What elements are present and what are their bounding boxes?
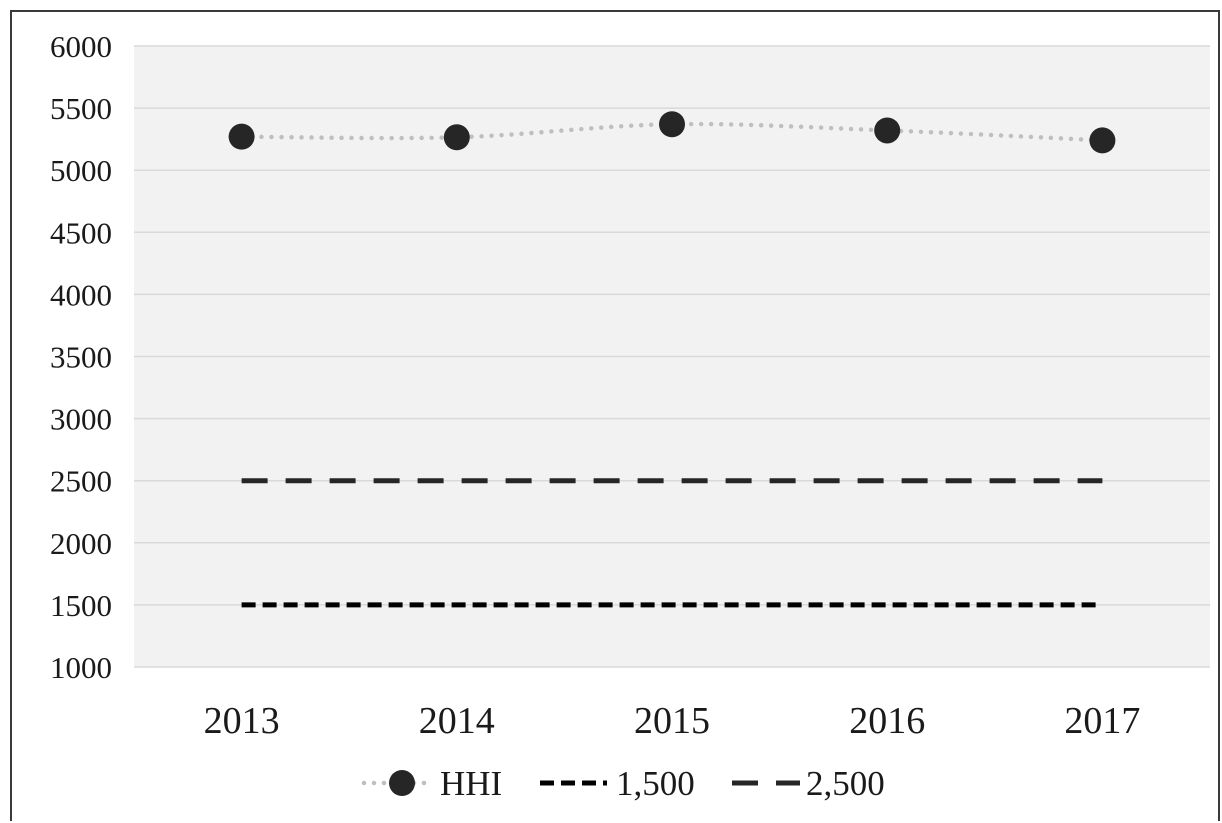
y-tick-label: 6000 xyxy=(50,29,112,64)
gridlines xyxy=(134,45,1210,668)
data-point xyxy=(228,123,255,150)
y-tick-label: 4000 xyxy=(50,277,112,312)
y-tick-label: 5000 xyxy=(50,153,112,188)
y-tick-label: 4500 xyxy=(50,215,112,250)
y-axis-ticks: 1000 1500 2000 2500 3000 3500 4000 4500 5000 5500… xyxy=(50,29,112,685)
data-point xyxy=(443,124,470,151)
legend-item-2500: 2,500 xyxy=(732,764,885,803)
y-tick-label: 2500 xyxy=(50,464,112,499)
series xyxy=(228,111,1116,608)
data-point xyxy=(1089,127,1116,154)
legend-label: 1,500 xyxy=(616,764,695,803)
legend-item-hhi: HHI xyxy=(361,764,502,803)
data-point xyxy=(874,117,901,144)
legend-label: HHI xyxy=(440,764,502,803)
y-tick-label: 5500 xyxy=(50,91,112,126)
legend: HHI 1,500 2,500 xyxy=(361,764,885,803)
series-hhi xyxy=(228,111,1116,154)
legend-label: 2,500 xyxy=(806,764,885,803)
x-tick-label: 2017 xyxy=(1064,700,1140,742)
legend-item-1500: 1,500 xyxy=(540,764,695,803)
x-tick-label: 2015 xyxy=(634,700,710,742)
data-point xyxy=(659,111,685,138)
x-axis-ticks: 2013 2014 2015 2016 2017 xyxy=(204,700,1141,742)
x-tick-label: 2013 xyxy=(204,700,280,742)
y-tick-label: 2000 xyxy=(50,526,112,561)
legend-swatch-marker xyxy=(389,770,415,796)
y-tick-label: 3500 xyxy=(50,340,112,375)
y-tick-label: 3000 xyxy=(50,402,112,437)
x-tick-label: 2016 xyxy=(849,700,925,742)
y-tick-label: 1000 xyxy=(50,650,112,685)
y-tick-label: 1500 xyxy=(50,588,112,623)
x-tick-label: 2014 xyxy=(419,700,495,742)
